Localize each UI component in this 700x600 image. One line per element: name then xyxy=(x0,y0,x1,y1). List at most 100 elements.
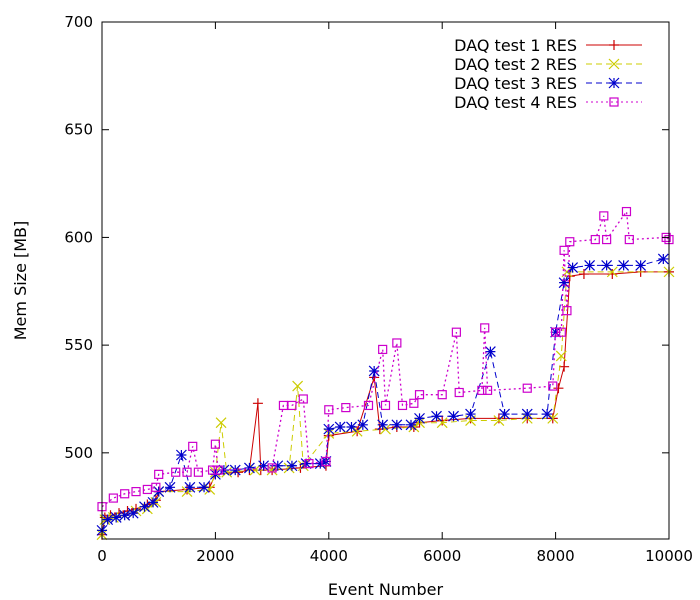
data-point xyxy=(346,421,357,433)
legend-swatch-marker xyxy=(609,40,619,50)
data-point xyxy=(480,323,490,333)
plot-frame xyxy=(101,21,670,540)
series-2 xyxy=(96,266,675,541)
data-point xyxy=(548,381,558,391)
data-point xyxy=(175,449,187,461)
series-line xyxy=(101,258,664,531)
legend-label: DAQ test 4 RES xyxy=(454,93,577,112)
legend-item-3: DAQ test 3 RES xyxy=(454,74,642,93)
data-point xyxy=(397,400,408,411)
data-point xyxy=(193,467,203,477)
y-axis-label: Mem Size [MB] xyxy=(11,221,30,341)
data-point xyxy=(341,402,351,413)
data-point xyxy=(465,408,476,420)
data-point xyxy=(363,400,374,411)
data-point xyxy=(215,417,227,429)
data-point xyxy=(635,259,647,271)
data-point xyxy=(601,259,613,271)
data-point xyxy=(204,484,216,495)
data-point xyxy=(547,412,559,424)
data-point xyxy=(437,390,447,400)
data-point xyxy=(324,405,334,415)
data-point xyxy=(448,410,459,422)
data-point xyxy=(357,419,369,431)
data-point xyxy=(258,460,270,472)
data-point xyxy=(334,421,346,433)
data-point xyxy=(414,412,425,424)
x-tick-label: 0 xyxy=(97,547,107,565)
data-point xyxy=(102,514,114,526)
y-tick-label: 550 xyxy=(64,336,93,354)
legend-swatch-marker xyxy=(608,77,620,89)
data-point xyxy=(558,277,570,289)
data-point xyxy=(267,463,277,473)
x-tick-label: 8000 xyxy=(537,547,575,565)
y-tick-label: 500 xyxy=(64,444,93,462)
legend-label: DAQ test 2 RES xyxy=(454,55,577,74)
series-line xyxy=(101,271,669,535)
x-tick-label: 6000 xyxy=(423,547,461,565)
data-point xyxy=(567,262,579,273)
data-point xyxy=(321,456,331,467)
x-tick-label: 2000 xyxy=(196,547,234,565)
data-point xyxy=(139,501,150,513)
data-point xyxy=(431,410,442,422)
legend-item-1: DAQ test 1 RES xyxy=(454,36,642,55)
y-tick-label: 600 xyxy=(64,228,93,246)
data-point xyxy=(304,459,314,469)
data-point xyxy=(314,458,326,470)
x-tick-label: 10000 xyxy=(645,547,693,565)
data-point xyxy=(207,465,218,475)
data-point xyxy=(131,487,141,497)
data-point xyxy=(522,383,532,393)
series-line xyxy=(101,209,670,508)
data-point xyxy=(380,400,391,411)
data-point xyxy=(493,413,504,424)
data-point xyxy=(499,408,510,420)
data-point xyxy=(154,469,164,479)
data-point xyxy=(110,512,122,523)
data-point xyxy=(392,338,402,348)
legend-item-4: DAQ test 4 RES xyxy=(454,93,642,112)
data-point xyxy=(272,460,284,472)
data-point xyxy=(584,259,596,271)
data-point xyxy=(249,464,261,476)
data-point xyxy=(243,462,255,474)
data-point xyxy=(286,460,298,472)
ticks-layer: 0 2000 4000 6000 8000 10000 500 550 600 650 700 xyxy=(64,13,693,565)
data-point xyxy=(602,234,612,245)
data-point xyxy=(164,481,176,493)
data-point xyxy=(108,493,118,503)
data-point xyxy=(184,481,196,493)
data-point xyxy=(454,387,464,398)
x-axis-label: Event Number xyxy=(328,580,444,599)
legend-item-2: DAQ test 2 RES xyxy=(454,55,642,74)
data-point xyxy=(555,350,567,362)
series-4 xyxy=(97,206,674,512)
data-point xyxy=(409,398,419,408)
data-point xyxy=(414,390,425,400)
data-point xyxy=(521,408,533,420)
x-tick-label: 4000 xyxy=(310,547,348,565)
data-point xyxy=(565,237,575,247)
data-point xyxy=(607,269,618,280)
data-point xyxy=(437,415,448,426)
data-point xyxy=(556,327,566,337)
data-point xyxy=(484,346,496,358)
data-point xyxy=(300,458,312,470)
data-point xyxy=(323,423,335,435)
y-tick-label: 650 xyxy=(64,121,93,139)
data-point xyxy=(477,385,487,395)
data-point xyxy=(229,464,241,476)
data-point xyxy=(210,439,220,449)
data-point xyxy=(550,327,561,337)
data-point xyxy=(391,419,403,431)
data-point xyxy=(171,467,181,477)
data-point xyxy=(151,482,161,492)
data-point xyxy=(119,509,131,521)
legend-swatch-marker xyxy=(609,97,619,107)
data-point xyxy=(550,326,562,338)
data-point xyxy=(298,394,308,404)
